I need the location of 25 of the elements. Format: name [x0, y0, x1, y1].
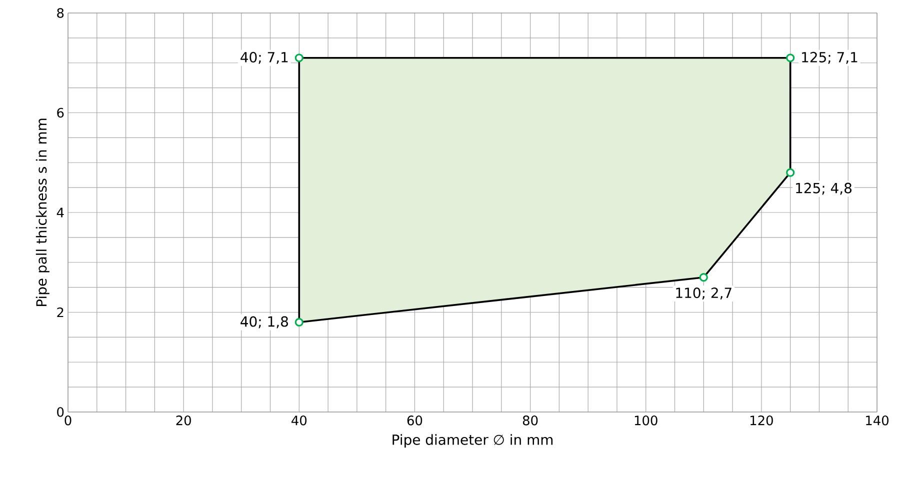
point [699, 273, 708, 282]
data-label: 40; 7,1 [240, 52, 288, 64]
point [786, 54, 795, 62]
data-label: 125; 7,1 [802, 52, 858, 64]
point [294, 54, 304, 62]
y-tick-label: 6 [57, 108, 64, 118]
x-tick-label: 140 [866, 416, 888, 426]
point [786, 168, 795, 177]
point [294, 318, 304, 327]
x-axis-title: Pipe diameter ∅ in mm [392, 434, 553, 448]
data-label: 125; 4,8 [796, 182, 852, 195]
y-axis-title: Pipe pall thickness s in mm [36, 118, 50, 306]
x-tick-label: 0 [64, 416, 72, 426]
y-tick-label: 4 [56, 208, 64, 218]
x-tick-label: 20 [176, 416, 191, 426]
x-tick-label: 80 [522, 416, 538, 426]
x-tick-label: 100 [634, 416, 658, 426]
y-tick-label: 8 [57, 8, 64, 18]
y-tick-label: 2 [57, 307, 64, 318]
x-tick-label: 40 [292, 416, 307, 426]
data-label: 40; 1,8 [240, 316, 288, 328]
y-tick-label: 0 [57, 407, 64, 417]
x-tick-label: 60 [407, 416, 422, 426]
data-label: 110; 2,7 [676, 288, 732, 300]
x-tick-label: 120 [750, 416, 773, 426]
